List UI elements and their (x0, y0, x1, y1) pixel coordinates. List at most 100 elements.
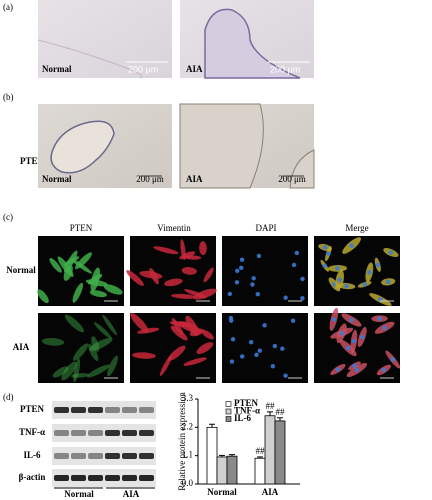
nucleus (256, 253, 262, 259)
group-label: Normal (64, 489, 94, 499)
blot-label: IL-6 (23, 450, 41, 460)
western-blot: PTEN TNF-α IL-6 β-actin Normal AIA (19, 400, 156, 499)
column-header: Vimentin (157, 223, 191, 233)
nucleus (257, 348, 262, 353)
nucleus (388, 250, 394, 255)
nucleus (359, 334, 365, 340)
cell (199, 241, 207, 256)
cell (102, 314, 117, 336)
image-background (222, 236, 308, 306)
cell (164, 278, 183, 287)
cell (37, 289, 49, 304)
legend-label: IL-6 (234, 413, 252, 423)
blot-band (54, 430, 69, 436)
cell (73, 343, 89, 361)
cell (171, 293, 196, 299)
cell (170, 325, 188, 341)
cell (61, 361, 77, 381)
blot-band (139, 453, 154, 459)
scale-label: 200 μm (278, 174, 306, 184)
image-background (38, 313, 124, 383)
nucleus (345, 345, 351, 351)
image-label: AIA (186, 64, 203, 74)
nucleus (344, 283, 349, 289)
nucleus (230, 337, 236, 342)
cell (64, 314, 85, 333)
blot-band (88, 407, 103, 413)
cell (73, 358, 81, 383)
significance-label: ## (256, 446, 266, 456)
nucleus (291, 262, 297, 268)
cell (132, 352, 156, 359)
nucleus (239, 265, 244, 271)
blot-band (71, 453, 86, 459)
nucleus (255, 292, 260, 297)
blot-band (139, 475, 154, 481)
legend-label: PTEN (234, 398, 259, 408)
nucleus (228, 315, 234, 321)
nucleus (280, 346, 285, 351)
bar (206, 426, 218, 485)
panel-label: (c) (3, 212, 13, 222)
nucleus (300, 296, 305, 301)
cell (139, 271, 163, 279)
blot-strip (52, 401, 156, 419)
cell (203, 267, 214, 283)
cell (153, 246, 179, 255)
x-tick-label: Normal (207, 487, 237, 497)
y-tick-label: 2.2 (182, 421, 193, 431)
nucleus (381, 367, 387, 373)
cell (63, 264, 73, 281)
nucleus (283, 295, 288, 300)
tissue (50, 120, 115, 174)
blot-band (71, 407, 86, 413)
fluorescence-image (222, 236, 308, 306)
nucleus (352, 363, 357, 368)
fluorescence-image (314, 236, 400, 306)
cell (126, 270, 144, 286)
cell (130, 313, 149, 333)
fluorescence-image (38, 313, 124, 383)
cell (86, 364, 110, 378)
nucleus (283, 373, 288, 378)
x-tick-label: AIA (262, 487, 279, 497)
cell (107, 355, 119, 377)
cell (41, 337, 65, 346)
nucleus (227, 291, 233, 297)
blot-label: β-actin (19, 472, 46, 482)
image-label: AIA (186, 174, 203, 184)
nucleus (335, 367, 341, 372)
nucleus (239, 257, 245, 262)
nucleus (240, 354, 245, 359)
nucleus (349, 243, 354, 248)
tissue (204, 8, 301, 79)
tissue-edge (37, 39, 143, 79)
cell (70, 373, 90, 378)
cell (196, 342, 214, 355)
column-header: Merge (345, 223, 368, 233)
cell (167, 345, 186, 361)
y-tick-label: 1.1 (182, 450, 193, 460)
y-tick-label: 3.3 (182, 393, 194, 403)
blot-band (54, 407, 69, 413)
scale-label: 200 μm (136, 174, 164, 184)
legend-swatch (225, 408, 232, 415)
blot-label: TNF-α (19, 427, 45, 437)
blot-band (88, 430, 103, 436)
fluorescence-grid: PTEN Vimentin DAPI Merge Normal AIA (6, 223, 401, 383)
blot-band (71, 475, 86, 481)
blot-strip (52, 469, 156, 487)
image-label: Normal (42, 174, 72, 184)
blot-band (54, 453, 69, 459)
nucleus (349, 317, 354, 323)
bar (216, 456, 228, 485)
cell (183, 357, 207, 366)
blot-band (105, 430, 120, 436)
panel-label: (a) (3, 2, 13, 12)
bar (226, 455, 238, 485)
nucleus (248, 339, 254, 345)
blot-band (122, 453, 137, 459)
bar (254, 457, 266, 485)
blot-band (139, 430, 154, 436)
blot-band (71, 430, 86, 436)
